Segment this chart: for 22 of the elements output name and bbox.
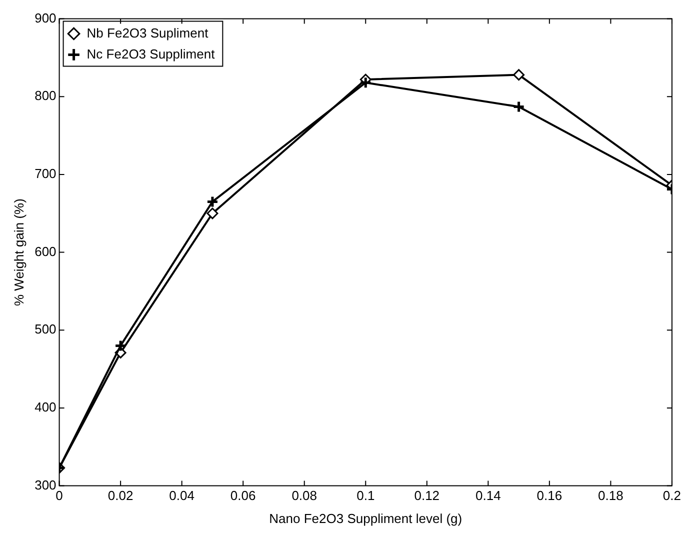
x-tick-label: 0.12	[414, 488, 440, 504]
x-tick-label: 0.04	[169, 488, 194, 504]
x-tick-label: 0.02	[108, 488, 134, 504]
y-axis-title: % Weight gain (%)	[11, 198, 26, 306]
y-tick-label: 500	[34, 322, 56, 337]
x-tick-label: 0.18	[598, 488, 624, 504]
y-tick-label: 800	[34, 88, 56, 104]
x-tick-label: 0	[56, 488, 63, 504]
x-tick-label: 0.06	[230, 488, 256, 504]
y-tick-label: 900	[34, 10, 56, 26]
y-tick-label: 600	[34, 244, 56, 259]
y-tick-label: 700	[34, 166, 56, 182]
y-tick-label: 300	[34, 477, 56, 492]
x-tick-label: 0.2	[662, 488, 682, 504]
x-axis-title: Nano Fe2O3 Suppliment level (g)	[269, 510, 462, 526]
x-tick-label: 0.1	[356, 488, 375, 504]
x-tick-label: 0.08	[292, 488, 318, 504]
legend-label: Nb Fe2O3 Supliment	[86, 25, 209, 40]
x-tick-label: 0.16	[536, 488, 562, 504]
legend-label: Nc Fe2O3 Suppliment	[86, 46, 216, 62]
x-tick-label: 0.14	[476, 488, 501, 504]
y-tick-label: 400	[34, 400, 56, 415]
